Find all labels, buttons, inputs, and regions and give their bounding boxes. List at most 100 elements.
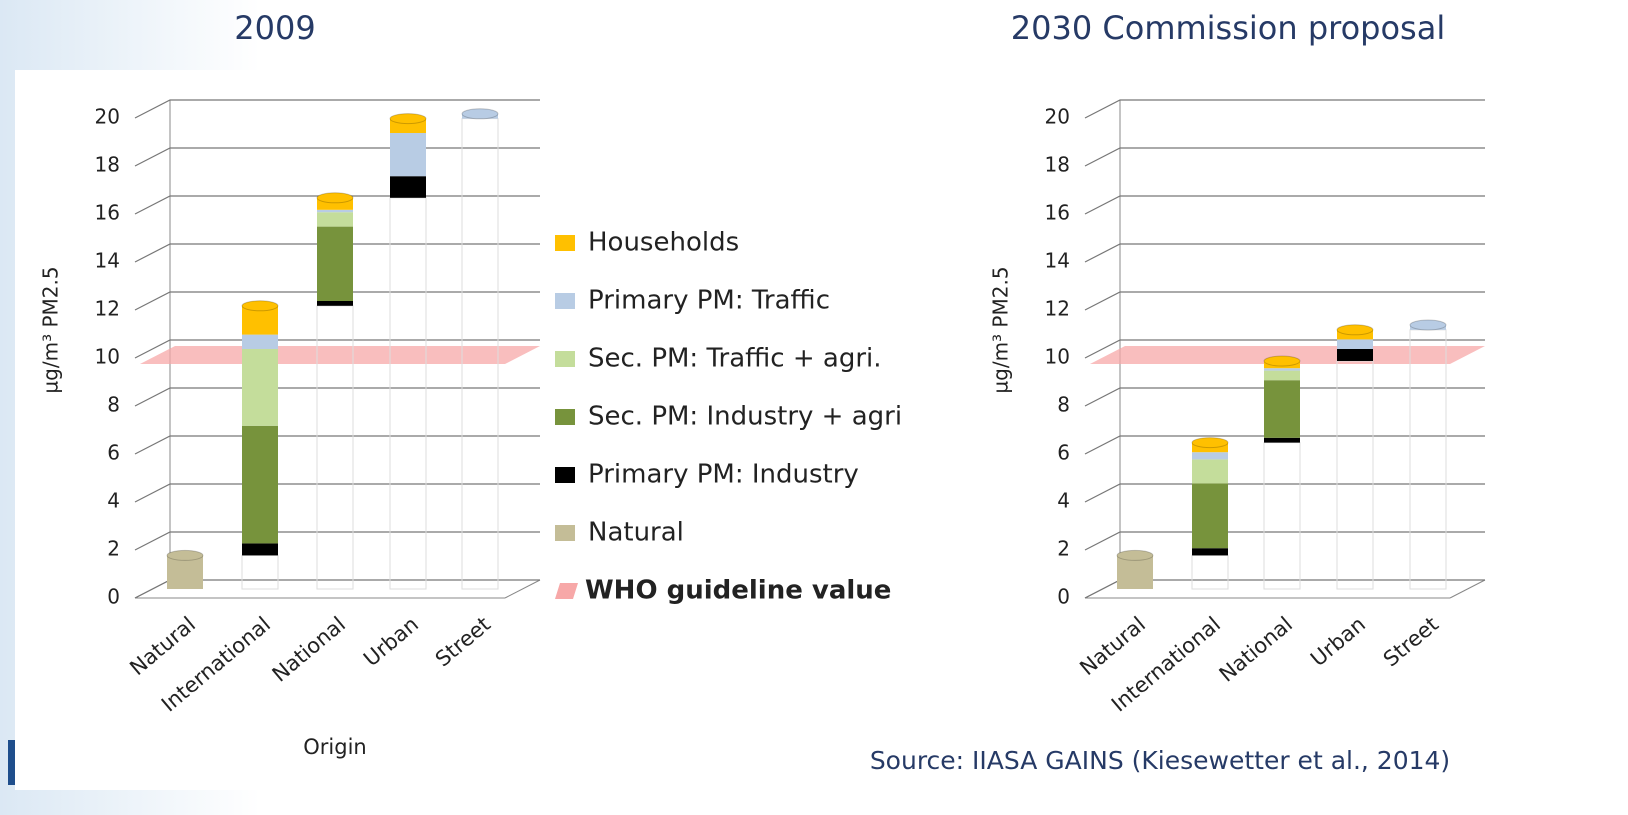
- legend-swatch: [555, 409, 575, 425]
- legend-label: Natural: [588, 518, 684, 548]
- legend-label: WHO guideline value: [585, 576, 891, 606]
- y-axis-label: µg/m³ PM2.5: [39, 266, 63, 393]
- bar-ghost: [1191, 554, 1229, 590]
- y-tick-label: 2: [1057, 537, 1070, 561]
- y-tick-label: 8: [107, 393, 120, 417]
- grid-line: [134, 99, 540, 119]
- legend: Households Primary PM: Traffic Sec. PM: Tr…: [555, 228, 902, 606]
- bar-segment: [1117, 555, 1153, 589]
- bar-ghost: [1263, 442, 1301, 590]
- grid-line: [1084, 531, 1485, 551]
- y-tick-label: 20: [1045, 105, 1070, 129]
- grid-line: [134, 243, 540, 263]
- bar-cap: [389, 113, 427, 125]
- who-band: [140, 346, 540, 364]
- y-axis-label: µg/m³ PM2.5: [989, 266, 1013, 393]
- grid-line: [1084, 99, 1485, 119]
- bar-cap: [241, 300, 279, 312]
- y-tick-label: 12: [1045, 297, 1070, 321]
- bar-segment: [317, 301, 353, 306]
- y-tick-label: 18: [95, 153, 120, 177]
- x-tick-label: Natural: [1075, 612, 1150, 680]
- x-tick-label: Urban: [1306, 612, 1370, 671]
- legend-label: Sec. PM: Industry + agri: [588, 402, 902, 432]
- bar-segment: [1264, 368, 1300, 371]
- grid-line: [1084, 147, 1485, 167]
- y-tick-label: 16: [95, 201, 120, 225]
- legend-swatch: [555, 351, 575, 367]
- bar-cap: [1263, 355, 1301, 367]
- y-tick-label: 12: [95, 297, 120, 321]
- y-tick-label: 10: [1045, 345, 1070, 369]
- bar-segment: [390, 133, 426, 177]
- legend-label: Households: [588, 228, 739, 258]
- bar-segment: [1337, 339, 1373, 349]
- grid-line: [1084, 243, 1485, 263]
- bar-cap: [1191, 437, 1229, 449]
- bar-segment: [1337, 349, 1373, 361]
- bar-cap: [166, 549, 204, 561]
- y-tick-label: 14: [95, 249, 120, 273]
- x-tick-label: National: [1215, 612, 1297, 687]
- bar-segment: [242, 543, 278, 556]
- y-tick-label: 20: [95, 105, 120, 129]
- y-tick-label: 0: [107, 585, 120, 609]
- legend-swatch: [555, 525, 575, 541]
- grid-line: [1084, 483, 1485, 503]
- bar-ghost: [1336, 360, 1374, 590]
- panel: [15, 70, 585, 790]
- y-tick-label: 6: [107, 441, 120, 465]
- bar-segment: [1192, 452, 1228, 460]
- bar-ghost: [1409, 329, 1447, 590]
- grid-line: [1084, 387, 1485, 407]
- chart-title: 2030 Commission proposal: [1011, 9, 1445, 47]
- bar-segment: [1264, 437, 1300, 443]
- bar-segment: [1192, 483, 1228, 549]
- y-tick-label: 8: [1057, 393, 1070, 417]
- bar-cap: [1336, 324, 1374, 336]
- bar-segment: [317, 209, 353, 213]
- legend-swatch: [555, 235, 575, 251]
- bar-segment: [1192, 548, 1228, 556]
- y-tick-label: 0: [1057, 585, 1070, 609]
- x-axis-label: Origin: [303, 735, 366, 759]
- accent-bar: [8, 740, 15, 785]
- y-tick-label: 4: [107, 489, 120, 513]
- grid-line: [1084, 195, 1485, 215]
- bar-segment: [167, 555, 203, 589]
- legend-swatch: [555, 467, 575, 483]
- bar-segment: [390, 176, 426, 198]
- y-tick-label: 4: [1057, 489, 1070, 513]
- y-tick-label: 6: [1057, 441, 1070, 465]
- y-tick-label: 14: [1045, 249, 1070, 273]
- x-tick-label: Street: [1379, 612, 1443, 671]
- bar-cap: [316, 192, 354, 204]
- bar-segment: [242, 349, 278, 426]
- legend-swatch: [555, 583, 578, 599]
- bar-segment: [317, 212, 353, 227]
- legend-label: Sec. PM: Traffic + agri.: [588, 344, 882, 374]
- chart-title: 2009: [234, 9, 315, 47]
- grid-line: [1084, 435, 1485, 455]
- y-tick-label: 16: [1045, 201, 1070, 225]
- who-band: [1090, 346, 1485, 364]
- bar-segment: [317, 226, 353, 301]
- bar-segment: [1192, 459, 1228, 484]
- bar-segment: [242, 334, 278, 349]
- axis-line: [504, 579, 541, 599]
- bar-segment: [242, 425, 278, 544]
- grid-line: [1084, 291, 1485, 311]
- source: Source: IIASA GAINS (Kiesewetter et al.,…: [870, 746, 1450, 775]
- legend-swatch: [555, 293, 575, 309]
- bar-cap: [1409, 319, 1447, 331]
- grid-line: [134, 435, 540, 455]
- legend-label: Primary PM: Industry: [588, 460, 859, 490]
- grid-line: [134, 531, 540, 551]
- bar-cap: [461, 108, 499, 120]
- bar-segment: [1264, 380, 1300, 438]
- bar-cap: [1116, 549, 1154, 561]
- y-tick-label: 10: [95, 345, 120, 369]
- y-tick-label: 18: [1045, 153, 1070, 177]
- y-tick-label: 2: [107, 537, 120, 561]
